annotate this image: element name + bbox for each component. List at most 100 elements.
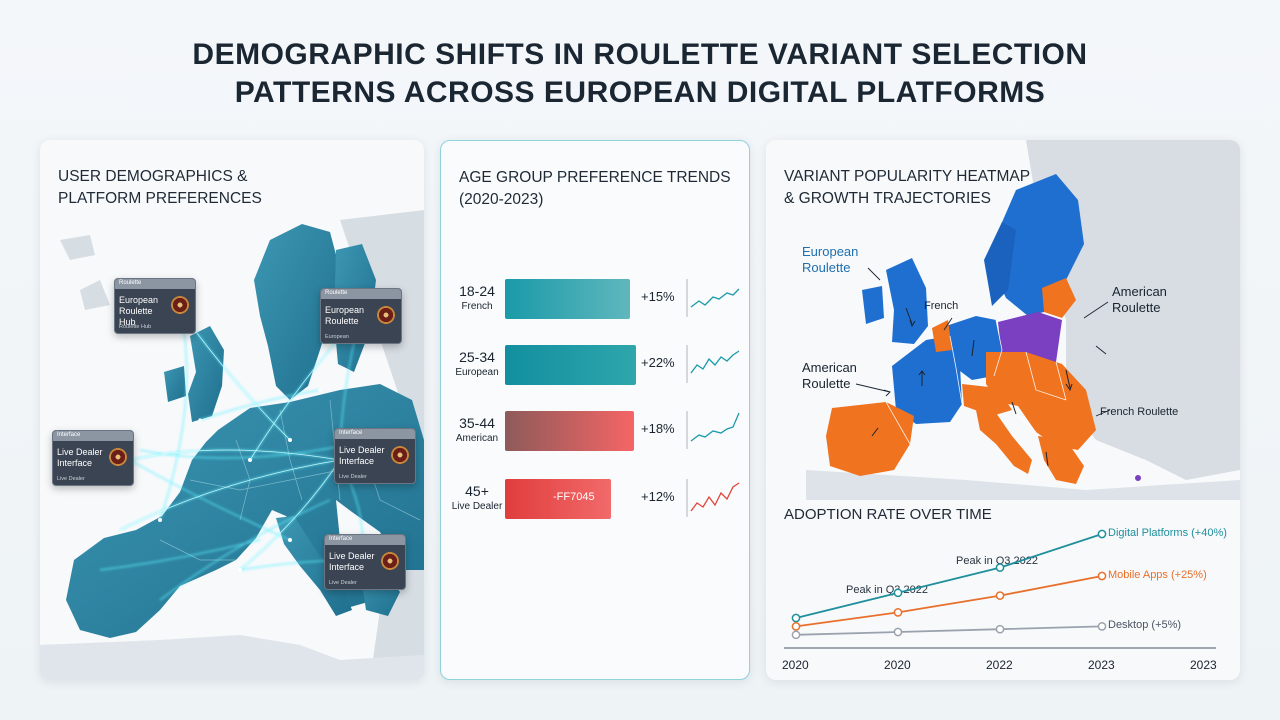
age-group-label: 35-44 — [459, 415, 495, 431]
card-footer: Roulette Hub — [119, 324, 152, 330]
heatmap-iberia — [826, 402, 914, 476]
adoption-title: ADOPTION RATE OVER TIME — [784, 506, 992, 523]
card-label: Live Dealer Interface — [339, 445, 385, 466]
map-uk — [188, 326, 224, 422]
bar-inline-label: -FF7045 — [553, 491, 595, 503]
heatmap-balkans — [1038, 436, 1084, 484]
label-french: French — [924, 300, 959, 312]
card-bar-label: Interface — [329, 536, 353, 542]
age-trends-title: AGE GROUP PREFERENCE TRENDS (2020-2023) — [459, 167, 731, 211]
variant-label: European — [455, 367, 499, 378]
sparkline — [686, 345, 740, 383]
roulette-wheel-icon — [109, 448, 127, 466]
heatmap-france — [892, 336, 962, 424]
map-card-european-roulette[interactable]: Roulette European Roulette European — [320, 288, 402, 344]
sparkline-trend — [690, 350, 740, 374]
series-point — [791, 613, 801, 623]
card-footer: Live Dealer — [329, 580, 357, 586]
sparkline-trend — [690, 288, 740, 308]
sparkline-trend — [690, 482, 740, 512]
series-point — [893, 627, 903, 637]
variant-label: American — [455, 433, 499, 444]
heatmap-borders — [885, 319, 1067, 445]
roulette-wheel-icon — [171, 296, 189, 314]
card-bar-label: Interface — [57, 432, 81, 438]
card-footer: Live Dealer — [57, 476, 85, 482]
series-point — [1097, 529, 1107, 539]
heatmap-uk — [886, 258, 928, 344]
change-percent: +18% — [641, 421, 675, 436]
label-american-roulette-left: American Roulette — [802, 360, 857, 391]
sparkline-trend — [690, 412, 740, 442]
demographics-panel: USER DEMOGRAPHICS & PLATFORM PREFERENCES — [40, 140, 424, 680]
annotation-peak-upper: Peak in Q3 2022 — [956, 555, 1038, 567]
card-label: European Roulette Hub — [119, 295, 159, 327]
heatmap-island-cyprus — [1135, 475, 1141, 481]
heatmap-title-line1: VARIANT POPULARITY HEATMAP — [784, 168, 1031, 185]
age-row: 35-44 American +18% — [441, 411, 749, 467]
page-title-line1: DEMOGRAPHIC SHIFTS IN ROULETTE VARIANT S… — [192, 38, 1088, 71]
x-tick-label: 2020 — [884, 658, 911, 672]
series-label: Desktop (+5%) — [1108, 619, 1182, 632]
age-trends-panel: AGE GROUP PREFERENCE TRENDS (2020-2023) … — [440, 140, 750, 680]
series-point — [791, 630, 801, 640]
series-label: Mobile Apps (+25%) — [1108, 569, 1207, 581]
series-point — [995, 591, 1005, 600]
variant-heatmap-map — [766, 140, 1240, 500]
x-tick-label: 2022 — [986, 658, 1013, 672]
heatmap-title-line2: & GROWTH TRAJECTORIES — [784, 190, 991, 207]
map-islands — [60, 235, 110, 310]
age-group-label: 18-24 — [459, 283, 495, 299]
map-italy — [276, 516, 352, 616]
series-point — [995, 624, 1005, 634]
page-title: DEMOGRAPHIC SHIFTS IN ROULETTE VARIANT S… — [0, 36, 1280, 112]
roulette-wheel-icon — [377, 306, 395, 324]
annotation-peak-lower: Peak in Q3 2022 — [846, 584, 928, 596]
label-american-roulette-right: American Roulette — [1112, 284, 1167, 315]
card-footer: European — [325, 334, 349, 340]
age-row: 25-34 European +22% — [441, 345, 749, 401]
change-percent: +12% — [641, 489, 675, 504]
map-card-live-dealer-south[interactable]: Interface Live Dealer Interface Live Dea… — [324, 534, 406, 590]
map-card-live-dealer-east[interactable]: Interface Live Dealer Interface Live Dea… — [334, 428, 416, 484]
card-label: Live Dealer Interface — [329, 551, 375, 572]
series-point — [791, 622, 801, 631]
series-line — [795, 533, 1103, 619]
series-point — [1097, 571, 1107, 581]
map-card-live-dealer-west[interactable]: Interface Live Dealer Interface Live Dea… — [52, 430, 134, 486]
heatmap-ireland — [862, 286, 884, 324]
card-bar-label: Interface — [339, 430, 363, 436]
x-tick-label: 2020 — [782, 658, 809, 672]
heatmap-italy — [976, 410, 1032, 474]
preference-bar — [505, 411, 634, 451]
heatmap-alps — [962, 384, 1012, 416]
series-line — [795, 625, 1103, 636]
heatmap-leaders — [855, 267, 1111, 417]
map-north-africa — [40, 635, 424, 680]
sparkline — [686, 279, 740, 317]
age-row: 45+ Live Dealer -FF7045 +12% — [441, 479, 749, 535]
variant-label: Live Dealer — [451, 501, 503, 512]
series-point — [893, 608, 903, 617]
heatmap-arrows — [871, 307, 1073, 467]
sparkline — [686, 411, 740, 449]
map-scandinavia — [254, 224, 340, 400]
page-title-line2: PATTERNS ACROSS EUROPEAN DIGITAL PLATFOR… — [234, 76, 1046, 109]
change-percent: +15% — [641, 289, 675, 304]
preference-bar — [505, 479, 611, 519]
heatmap-benelux — [932, 320, 952, 352]
age-row: 18-24 French +15% — [441, 279, 749, 335]
map-card-roulette-hub[interactable]: Roulette European Roulette Hub Roulette … — [114, 278, 196, 334]
card-footer: Live Dealer — [339, 474, 367, 480]
heatmap-norway — [984, 222, 1016, 306]
series-line — [795, 575, 1103, 628]
change-percent: +22% — [641, 355, 675, 370]
card-label: European Roulette — [325, 305, 365, 326]
preference-bar — [505, 345, 636, 385]
card-bar-label: Roulette — [325, 290, 348, 296]
sparkline — [686, 479, 740, 517]
map-ireland — [164, 366, 186, 402]
europe-network-map — [40, 210, 424, 680]
heatmap-title: VARIANT POPULARITY HEATMAP & GROWTH TRAJ… — [784, 166, 1030, 210]
variant-heatmap-panel: VARIANT POPULARITY HEATMAP & GROWTH TRAJ… — [766, 140, 1240, 680]
